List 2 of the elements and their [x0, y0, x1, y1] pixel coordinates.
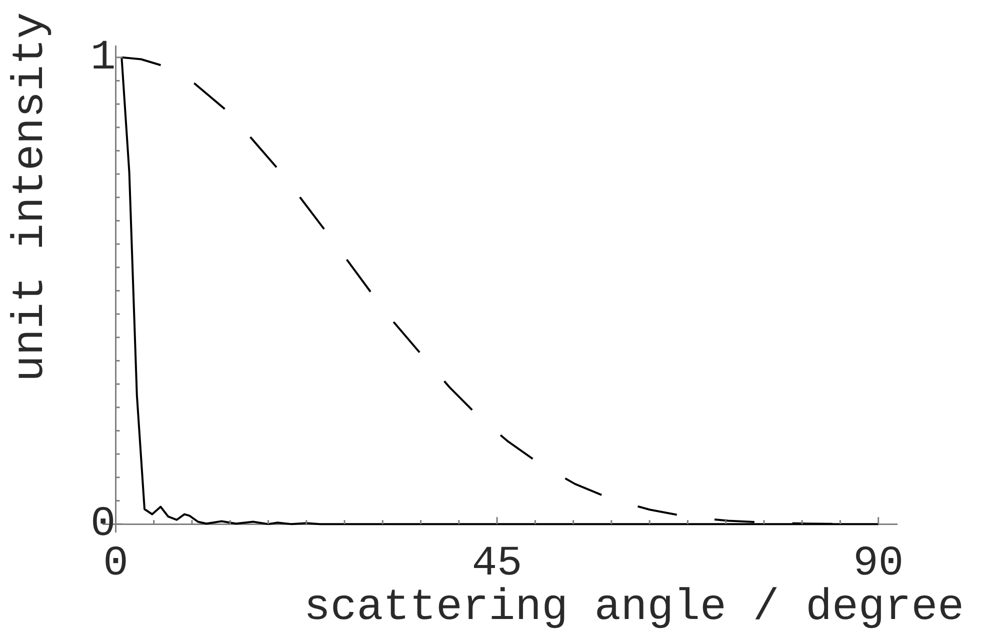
y-tick-label: 1 [90, 34, 116, 82]
y-axis-title: unit intensity [6, 12, 56, 382]
